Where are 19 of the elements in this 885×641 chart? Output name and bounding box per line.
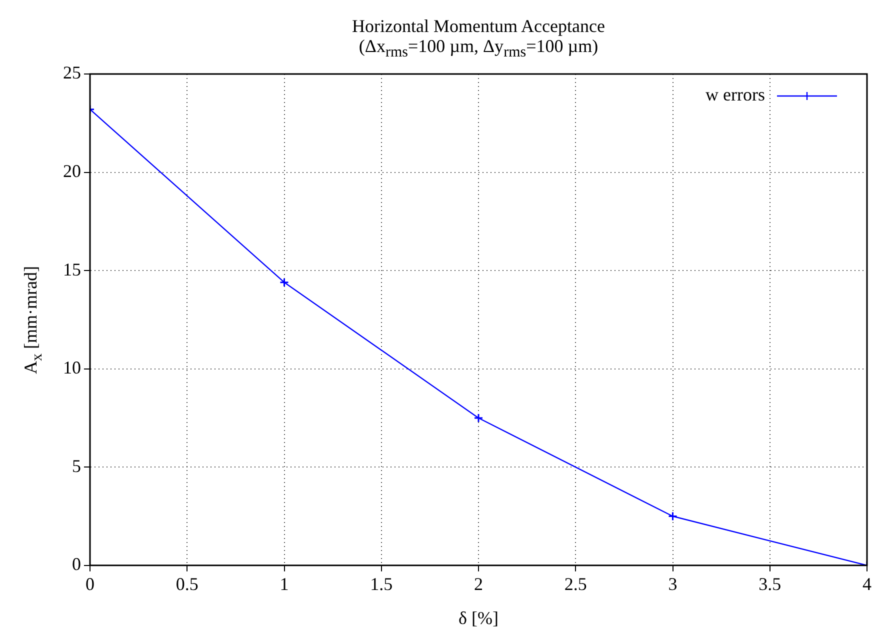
- x-tick-label: 0: [86, 574, 94, 594]
- x-tick-label: 3.5: [758, 574, 782, 594]
- x-tick-label: 2: [474, 574, 483, 594]
- x-tick-label: 1.5: [370, 574, 393, 594]
- y-tick-label: 0: [72, 554, 81, 574]
- y-tick-label: 20: [63, 161, 81, 182]
- x-tick-label: 1: [280, 574, 289, 594]
- chart-title: Horizontal Momentum Acceptance: [352, 16, 605, 36]
- y-tick-label: 10: [63, 358, 81, 378]
- x-tick-label: 0.5: [176, 574, 198, 594]
- chart-subtitle: (Δx$_{rms}$=100 µm, Δy$_{rms}$=100 µm): [358, 36, 600, 63]
- y-tick-label: 5: [72, 456, 81, 476]
- x-axis-title: δ [%]: [458, 608, 498, 628]
- x-tick-label: 4: [862, 574, 872, 594]
- x-tick-label: 2.5: [564, 574, 587, 594]
- y-tick-label: 15: [63, 259, 81, 280]
- x-tick-label: 3: [668, 574, 678, 594]
- legend-label: w errors: [706, 84, 765, 105]
- y-tick-label: 25: [63, 62, 81, 83]
